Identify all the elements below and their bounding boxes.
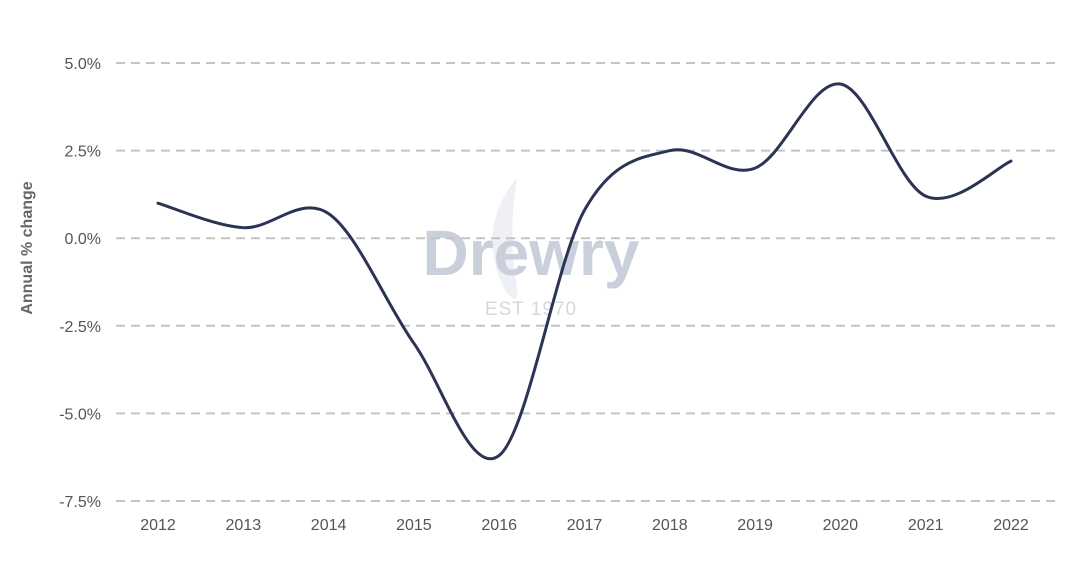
- x-tick-label: 2020: [823, 517, 859, 534]
- y-tick-label: -7.5%: [59, 494, 101, 511]
- gridlines: [116, 62, 1056, 502]
- x-tick-label: 2022: [993, 517, 1029, 534]
- watermark: Drewry EST 1970: [423, 178, 640, 320]
- y-tick-label: -2.5%: [59, 319, 101, 336]
- y-tick-label: 2.5%: [65, 144, 101, 161]
- x-axis-ticks: 2012 2013 2014 2015 2016 2017 2018 2019 2020 2021…: [140, 517, 1029, 534]
- watermark-flame-icon: [492, 178, 518, 299]
- y-tick-label: 0.0%: [65, 231, 101, 248]
- x-tick-label: 2021: [908, 517, 944, 534]
- series-group: [156, 82, 1013, 460]
- y-tick-label: -5.0%: [59, 406, 101, 423]
- x-tick-label: 2014: [311, 517, 347, 534]
- x-tick-label: 2016: [481, 517, 517, 534]
- series-line: [156, 82, 1013, 460]
- y-axis-label: Annual % change: [19, 181, 36, 314]
- x-tick-label: 2015: [396, 517, 432, 534]
- x-tick-label: 2013: [226, 517, 262, 534]
- x-tick-label: 2018: [652, 517, 688, 534]
- watermark-logo: Drewry: [423, 217, 640, 289]
- y-tick-label: 5.0%: [65, 56, 101, 73]
- x-tick-label: 2012: [140, 517, 176, 534]
- y-axis-ticks: 5.0% 2.5% 0.0% -2.5% -5.0% -7.5%: [59, 56, 101, 511]
- x-tick-label: 2019: [737, 517, 773, 534]
- x-tick-label: 2017: [567, 517, 603, 534]
- watermark-subtitle: EST 1970: [485, 299, 577, 320]
